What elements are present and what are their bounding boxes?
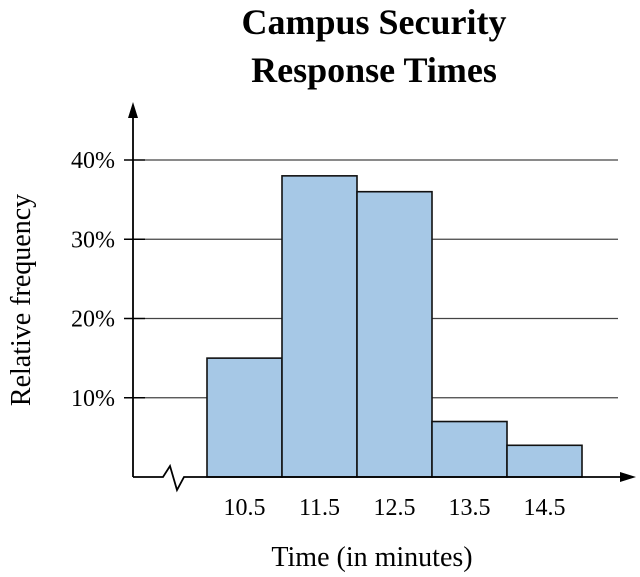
x-tick-label: 12.5 [374, 495, 416, 521]
bars [206, 175, 583, 478]
y-tick-labels: 10% 20% 30% 40% [71, 148, 115, 412]
histogram-bar [281, 175, 358, 478]
y-axis-title: Relative frequency [6, 194, 37, 406]
histogram-bar [356, 190, 433, 478]
x-axis-line [133, 463, 626, 493]
x-axis-title: Time (in minutes) [271, 542, 472, 573]
x-tick-label: 10.5 [224, 495, 266, 521]
x-tick-labels: 10.5 11.5 12.5 13.5 14.5 [224, 495, 566, 521]
histogram-bar [206, 357, 283, 478]
y-tick-label: 30% [71, 227, 115, 253]
y-tick-label: 10% [71, 386, 115, 412]
histogram-bar [431, 420, 508, 478]
y-tick-label: 20% [71, 307, 115, 333]
chart-title-line-1: Campus Security [241, 2, 506, 42]
y-tick-label: 40% [71, 148, 115, 174]
histogram-bar [506, 444, 583, 478]
x-tick-label: 14.5 [524, 495, 566, 521]
x-axis-arrow [620, 472, 636, 482]
axes [128, 102, 636, 493]
x-tick-label: 11.5 [299, 495, 340, 521]
chart-title-line-2: Response Times [251, 50, 497, 90]
y-axis-arrow [128, 102, 138, 118]
x-tick-label: 13.5 [449, 495, 491, 521]
